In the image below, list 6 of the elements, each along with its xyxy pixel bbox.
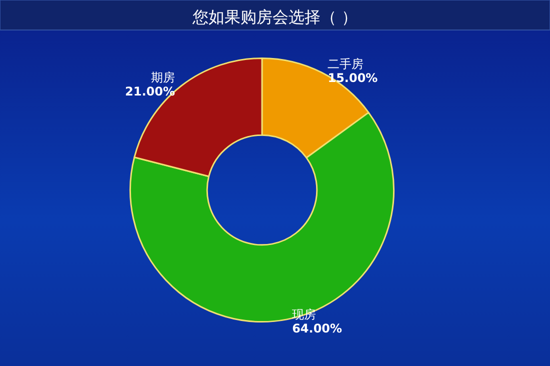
data-label: 15.00% [328, 70, 378, 85]
slice-label: 二手房 [328, 56, 364, 71]
data-label: 21.00% [125, 84, 176, 98]
chart-title: 您如果购房会选择（ ） [191, 8, 358, 26]
data-label: 64.00% [292, 321, 342, 336]
slice-label: 期房 [151, 70, 176, 84]
